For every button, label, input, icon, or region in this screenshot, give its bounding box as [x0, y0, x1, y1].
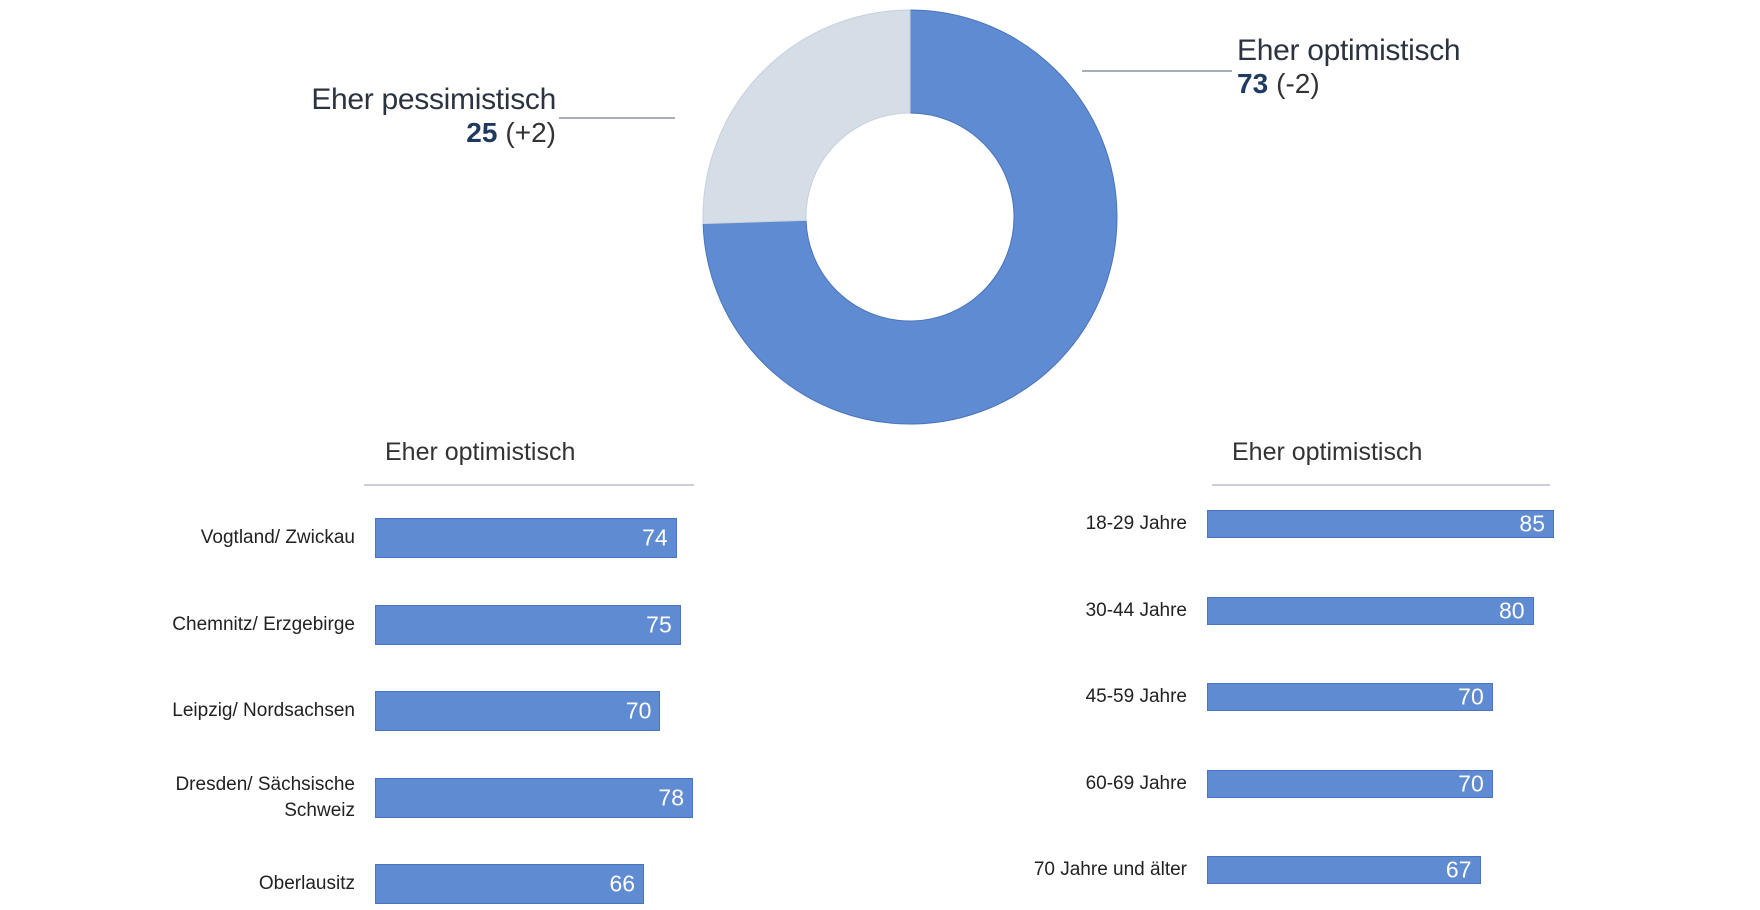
- label-pessimistisch-change: (+2): [505, 117, 556, 148]
- bar-category-label: Vogtland/ Zwickau: [200, 527, 355, 548]
- bar-value-label: 75: [646, 611, 672, 637]
- bar: 80: [1207, 596, 1534, 625]
- bar: 74: [375, 518, 677, 558]
- label-optimistisch-name: Eher optimistisch: [1237, 34, 1461, 67]
- bar-category-label: Dresden/ Sächsische Schweiz: [175, 773, 355, 821]
- bar: 75: [375, 604, 681, 645]
- bar: 85: [1207, 510, 1554, 538]
- donut-slice-pessimistisch: [702, 9, 911, 225]
- bar-value-label: 78: [658, 784, 684, 810]
- bar: 70: [1207, 683, 1493, 711]
- bar-category-label: Oberlausitz: [258, 873, 355, 894]
- label-pessimistisch-name: Eher pessimistisch: [311, 83, 556, 116]
- bar-value-label: 67: [1445, 856, 1472, 883]
- bar-value-label: 70: [1458, 770, 1484, 796]
- region-bar-title: Eher optimistisch: [385, 438, 576, 466]
- bar-value-label: 74: [642, 524, 668, 551]
- bar: 70: [375, 691, 661, 731]
- label-pessimistisch-value: 25: [466, 117, 498, 148]
- bar: 78: [375, 777, 693, 818]
- label-optimistisch-change: (-2): [1276, 68, 1320, 99]
- bar: 66: [375, 864, 645, 904]
- bar-value-label: 85: [1519, 510, 1545, 537]
- label-optimistisch: Eher optimistisch 73 (-2): [1237, 34, 1461, 100]
- bar-value-label: 66: [609, 870, 636, 897]
- bar-category-label: 30-44 Jahre: [1085, 599, 1187, 621]
- bar-category-label: Chemnitz/ Erzgebirge: [172, 613, 355, 635]
- bar-category-label: 18-29 Jahre: [1085, 513, 1187, 534]
- age-bar-title: Eher optimistisch: [1232, 438, 1423, 466]
- bar: 70: [1207, 769, 1493, 798]
- bar-category-label: 45-59 Jahre: [1085, 686, 1187, 707]
- label-pessimistisch: Eher pessimistisch 25 (+2): [311, 83, 556, 149]
- bar-value-label: 80: [1498, 597, 1525, 623]
- bar: 67: [1207, 856, 1481, 884]
- bar-value-label: 70: [1458, 683, 1484, 710]
- bar-category-label: Leipzig/ Nordsachsen: [172, 700, 355, 721]
- bar-category-label: 60-69 Jahre: [1085, 772, 1187, 794]
- bar-value-label: 70: [625, 697, 652, 724]
- bar-category-label: 70 Jahre und älter: [1033, 859, 1187, 880]
- label-optimistisch-value: 73: [1237, 68, 1269, 99]
- donut-slice-optimistisch: [702, 9, 1118, 425]
